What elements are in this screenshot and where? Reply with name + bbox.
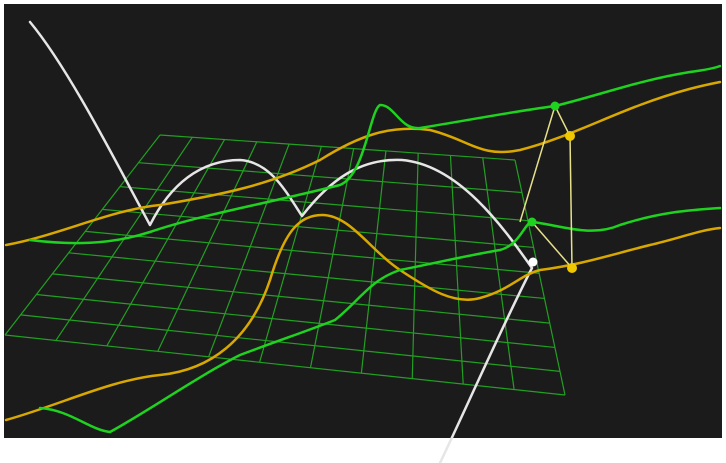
white-marker: [528, 257, 538, 267]
yellow-marker: [565, 131, 575, 141]
grid-line: [52, 273, 550, 324]
grid-line: [514, 159, 566, 396]
grid-line: [4, 334, 566, 396]
green-marker: [527, 217, 537, 227]
grid-line: [360, 150, 387, 374]
grid-line: [482, 157, 515, 390]
grid-line: [4, 134, 161, 336]
grid-line: [20, 314, 561, 372]
grid-line: [157, 141, 258, 352]
grid-line: [449, 155, 464, 385]
grid-line: [68, 252, 545, 300]
grid-line: [102, 208, 534, 249]
floor-grid: [4, 134, 566, 396]
connector: [519, 105, 556, 223]
grid-line: [309, 148, 355, 368]
green-curve-back: [28, 64, 722, 245]
green-marker: [550, 101, 560, 111]
connector: [554, 105, 571, 137]
grid-line: [159, 134, 516, 161]
grid-line: [258, 146, 322, 363]
yellow-marker: [567, 263, 577, 273]
grid-line: [85, 230, 540, 274]
background: [4, 4, 722, 438]
grid-line: [36, 293, 555, 349]
white-curve: [28, 20, 534, 463]
connector: [569, 135, 573, 269]
connector: [531, 221, 573, 269]
grid-line: [119, 186, 528, 222]
green-curve-front: [38, 206, 722, 434]
orange-curve-front: [4, 213, 722, 422]
grid-line: [106, 139, 226, 347]
